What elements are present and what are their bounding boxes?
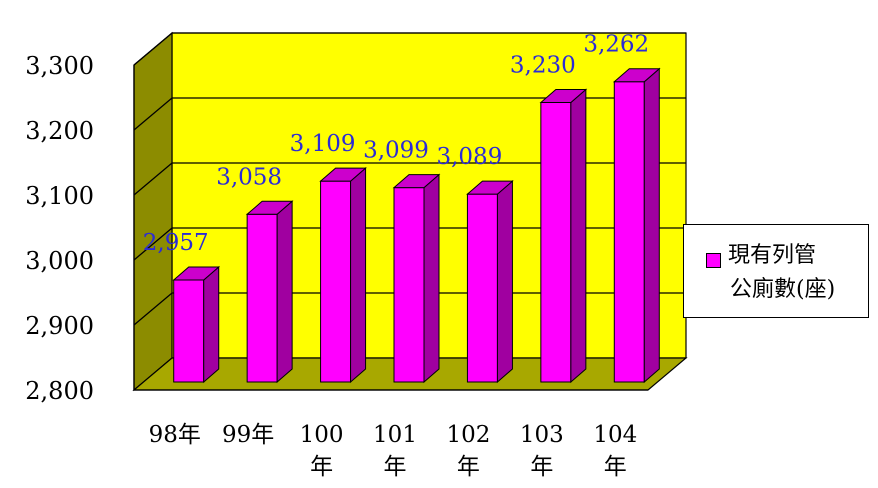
bar-top — [539, 89, 588, 103]
data-label: 3,099 — [363, 138, 429, 164]
data-label: 2,957 — [143, 230, 209, 256]
x-tick-label: 年 — [530, 454, 553, 480]
y-axis-ticks: 2,800 2,900 3,000 3,100 3,200 3,300 — [25, 52, 94, 405]
gridlines — [133, 32, 686, 391]
gridline — [133, 292, 686, 326]
x-tick-label: 年 — [310, 454, 333, 480]
bar — [539, 88, 588, 384]
legend-label-line-1: 現有列管 — [728, 243, 817, 268]
bar — [392, 173, 441, 384]
bar-top — [245, 200, 294, 215]
x-tick-label: 年 — [384, 454, 407, 480]
data-label: 3,230 — [510, 53, 576, 79]
data-label: 3,109 — [290, 131, 356, 157]
x-tick-label: 104 — [593, 422, 637, 448]
gridline — [133, 227, 686, 261]
bar-side — [570, 88, 587, 384]
bar-front — [613, 81, 645, 383]
x-tick-label: 101 — [373, 422, 417, 448]
side-wall — [133, 31, 173, 392]
y-tick-label: 3,300 — [25, 52, 94, 80]
x-tick-label: 年 — [604, 454, 627, 480]
x-tick-label: 98年 — [149, 422, 201, 448]
bar-side — [203, 265, 220, 384]
data-label: 3,058 — [216, 164, 282, 190]
legend-swatch — [706, 253, 721, 268]
data-label: 3,262 — [583, 32, 649, 58]
x-tick-label: 年 — [457, 454, 480, 480]
data-label: 3,089 — [436, 144, 502, 170]
bar-front — [320, 180, 352, 383]
bar — [466, 180, 514, 384]
legend-label-line-2: 公廁數(座) — [730, 277, 836, 302]
bar-top — [466, 180, 514, 195]
y-tick-label: 3,000 — [25, 247, 94, 275]
bar-front — [246, 213, 278, 383]
x-tick-label: 100 — [300, 422, 344, 448]
y-tick-label: 2,900 — [25, 312, 94, 340]
legend: 現有列管 公廁數(座) — [683, 224, 869, 318]
x-tick-label: 102 — [446, 422, 490, 448]
gridline — [133, 32, 686, 66]
bar-front — [466, 193, 498, 383]
bar-top — [319, 167, 367, 182]
bar — [612, 67, 661, 384]
x-axis-ticks: 98年 99年 100 年 101 年 102 年 103 年 104 年 — [149, 422, 638, 480]
bar-front — [393, 187, 425, 383]
bar — [172, 265, 221, 384]
bar — [319, 167, 367, 384]
bar-top — [612, 68, 661, 83]
bar-top — [172, 266, 221, 281]
bar-side — [350, 167, 367, 384]
bars — [172, 67, 661, 384]
bar-front — [540, 102, 572, 383]
y-tick-label: 2,800 — [25, 377, 94, 405]
x-tick-label: 99年 — [222, 422, 274, 448]
gridline — [133, 162, 686, 196]
y-tick-label: 3,200 — [25, 117, 94, 145]
x-tick-label: 103 — [520, 422, 564, 448]
y-tick-label: 3,100 — [25, 182, 94, 210]
gridline — [133, 97, 686, 131]
bar — [245, 200, 294, 384]
bar-side — [276, 200, 293, 384]
legend-label: 現有列管 公廁數(座) — [728, 239, 868, 307]
bar-top — [392, 174, 441, 189]
bar-front — [173, 279, 205, 383]
data-labels: 2,957 3,058 3,109 3,099 3,089 3,230 3,262 — [143, 32, 649, 256]
bar-side — [643, 67, 660, 384]
bar-side — [496, 180, 513, 384]
bar-side — [423, 173, 440, 384]
